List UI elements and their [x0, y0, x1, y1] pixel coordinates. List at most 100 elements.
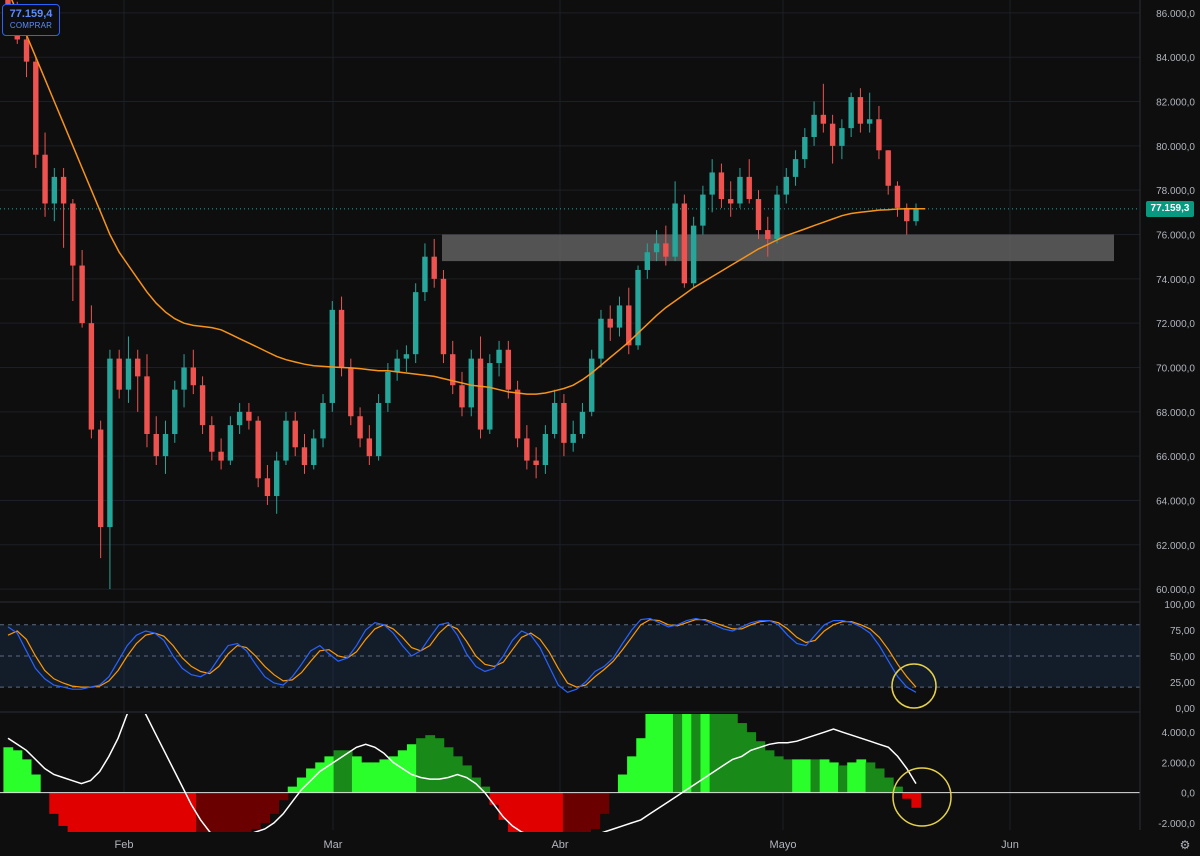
histogram-bar	[269, 792, 280, 814]
histogram-bar	[572, 792, 582, 832]
candle-body	[144, 376, 150, 434]
histogram-bar	[58, 792, 69, 826]
candle-body	[839, 128, 845, 146]
candle-body	[524, 438, 530, 461]
histogram-bar	[911, 792, 922, 808]
histogram-bar	[617, 774, 628, 793]
price-tick-label: 74.000,0	[1156, 275, 1195, 286]
price-tick-label: 64.000,0	[1156, 496, 1195, 507]
histogram-bar	[3, 747, 14, 793]
histogram-bar	[709, 714, 720, 793]
price-box[interactable]: 77.159,4 COMPRAR	[2, 4, 60, 36]
price-tick-label: 80.000,0	[1156, 142, 1195, 153]
candle-body	[598, 318, 604, 359]
histogram-bar	[333, 750, 344, 793]
histogram-bar	[443, 747, 454, 793]
histogram-tick-label: 0,0	[1181, 789, 1195, 800]
candle-body	[51, 176, 58, 204]
histogram-bar	[792, 759, 802, 793]
histogram-bar	[672, 714, 683, 793]
histogram-bar	[49, 792, 60, 814]
candle-body	[431, 256, 437, 279]
histogram-bar	[434, 738, 445, 793]
candle-body	[644, 252, 651, 270]
moving-average-line	[11, 0, 926, 395]
grid-lines	[0, 0, 1140, 830]
candle-body	[626, 305, 632, 346]
candle-body	[802, 136, 808, 160]
histogram-bar	[186, 792, 197, 832]
stoch-tick-label: 50,00	[1170, 652, 1195, 663]
candle-body	[459, 385, 465, 408]
histogram-bar	[205, 792, 215, 832]
candle-body	[811, 114, 817, 137]
candle-body	[348, 367, 354, 417]
candle-body	[153, 433, 159, 457]
histogram-panel	[0, 714, 1140, 832]
histogram-bar	[562, 792, 573, 832]
candle-body	[97, 429, 104, 528]
histogram-bar	[140, 792, 151, 832]
histogram-bar	[196, 792, 206, 832]
candle-body	[357, 416, 363, 439]
histogram-bar	[498, 792, 509, 820]
candle-body	[709, 172, 715, 195]
histogram-bar	[361, 762, 371, 793]
histogram-bar	[783, 759, 793, 793]
candle-body	[653, 243, 660, 253]
price-tick-label: 76.000,0	[1156, 231, 1195, 242]
histogram-bar	[902, 792, 913, 799]
candle-body	[273, 460, 280, 497]
candle-body	[125, 358, 132, 390]
histogram-bar	[801, 759, 812, 793]
candle-body	[422, 256, 428, 293]
histogram-bar	[691, 714, 702, 793]
price-tick-label: 62.000,0	[1156, 541, 1195, 552]
histogram-bar	[700, 714, 711, 793]
candle-body	[755, 199, 762, 231]
candle-body	[570, 433, 576, 443]
gear-icon[interactable]: ⚙	[1179, 838, 1191, 852]
histogram-bar	[645, 714, 656, 793]
histogram-bar	[764, 750, 775, 793]
histogram-bar	[865, 762, 876, 793]
histogram-tick-label: 4.000,0	[1162, 728, 1196, 739]
price-tick-label: 68.000,0	[1156, 408, 1195, 419]
histogram-bar	[874, 768, 885, 793]
histogram-bar	[847, 762, 857, 793]
price-tick-label: 78.000,0	[1156, 186, 1195, 197]
histogram-bar	[746, 732, 757, 793]
candle-body	[477, 358, 484, 430]
histogram-bar	[819, 759, 830, 793]
histogram-bar	[507, 792, 518, 832]
histogram-bar	[627, 756, 637, 793]
histogram-bar	[223, 792, 234, 832]
candle-body	[589, 358, 595, 412]
histogram-bar	[883, 777, 894, 793]
candle-body	[635, 269, 641, 346]
histogram-bar	[150, 792, 160, 832]
candle-body	[33, 61, 39, 155]
candle-body	[162, 433, 169, 457]
candle-body	[375, 402, 382, 457]
candle-body	[246, 411, 252, 421]
candle-body	[718, 172, 725, 200]
histogram-bar	[397, 750, 408, 793]
histogram-bar	[95, 792, 105, 832]
histogram-bar	[251, 792, 261, 829]
candle-body	[412, 292, 419, 355]
histogram-bar	[296, 777, 307, 793]
histogram-bar	[838, 765, 848, 793]
stoch-tick-label: 0,00	[1176, 704, 1196, 715]
price-tick-label: 86.000,0	[1156, 9, 1195, 20]
histogram-bar	[131, 792, 142, 832]
candle-body	[551, 402, 558, 434]
histogram-bar	[21, 759, 32, 793]
histogram-bar	[654, 714, 665, 793]
candle-body	[311, 438, 317, 466]
month-tick-label: Feb	[115, 839, 134, 851]
histogram-bar	[682, 714, 692, 793]
candle-body	[505, 349, 512, 390]
candles	[5, 0, 919, 590]
